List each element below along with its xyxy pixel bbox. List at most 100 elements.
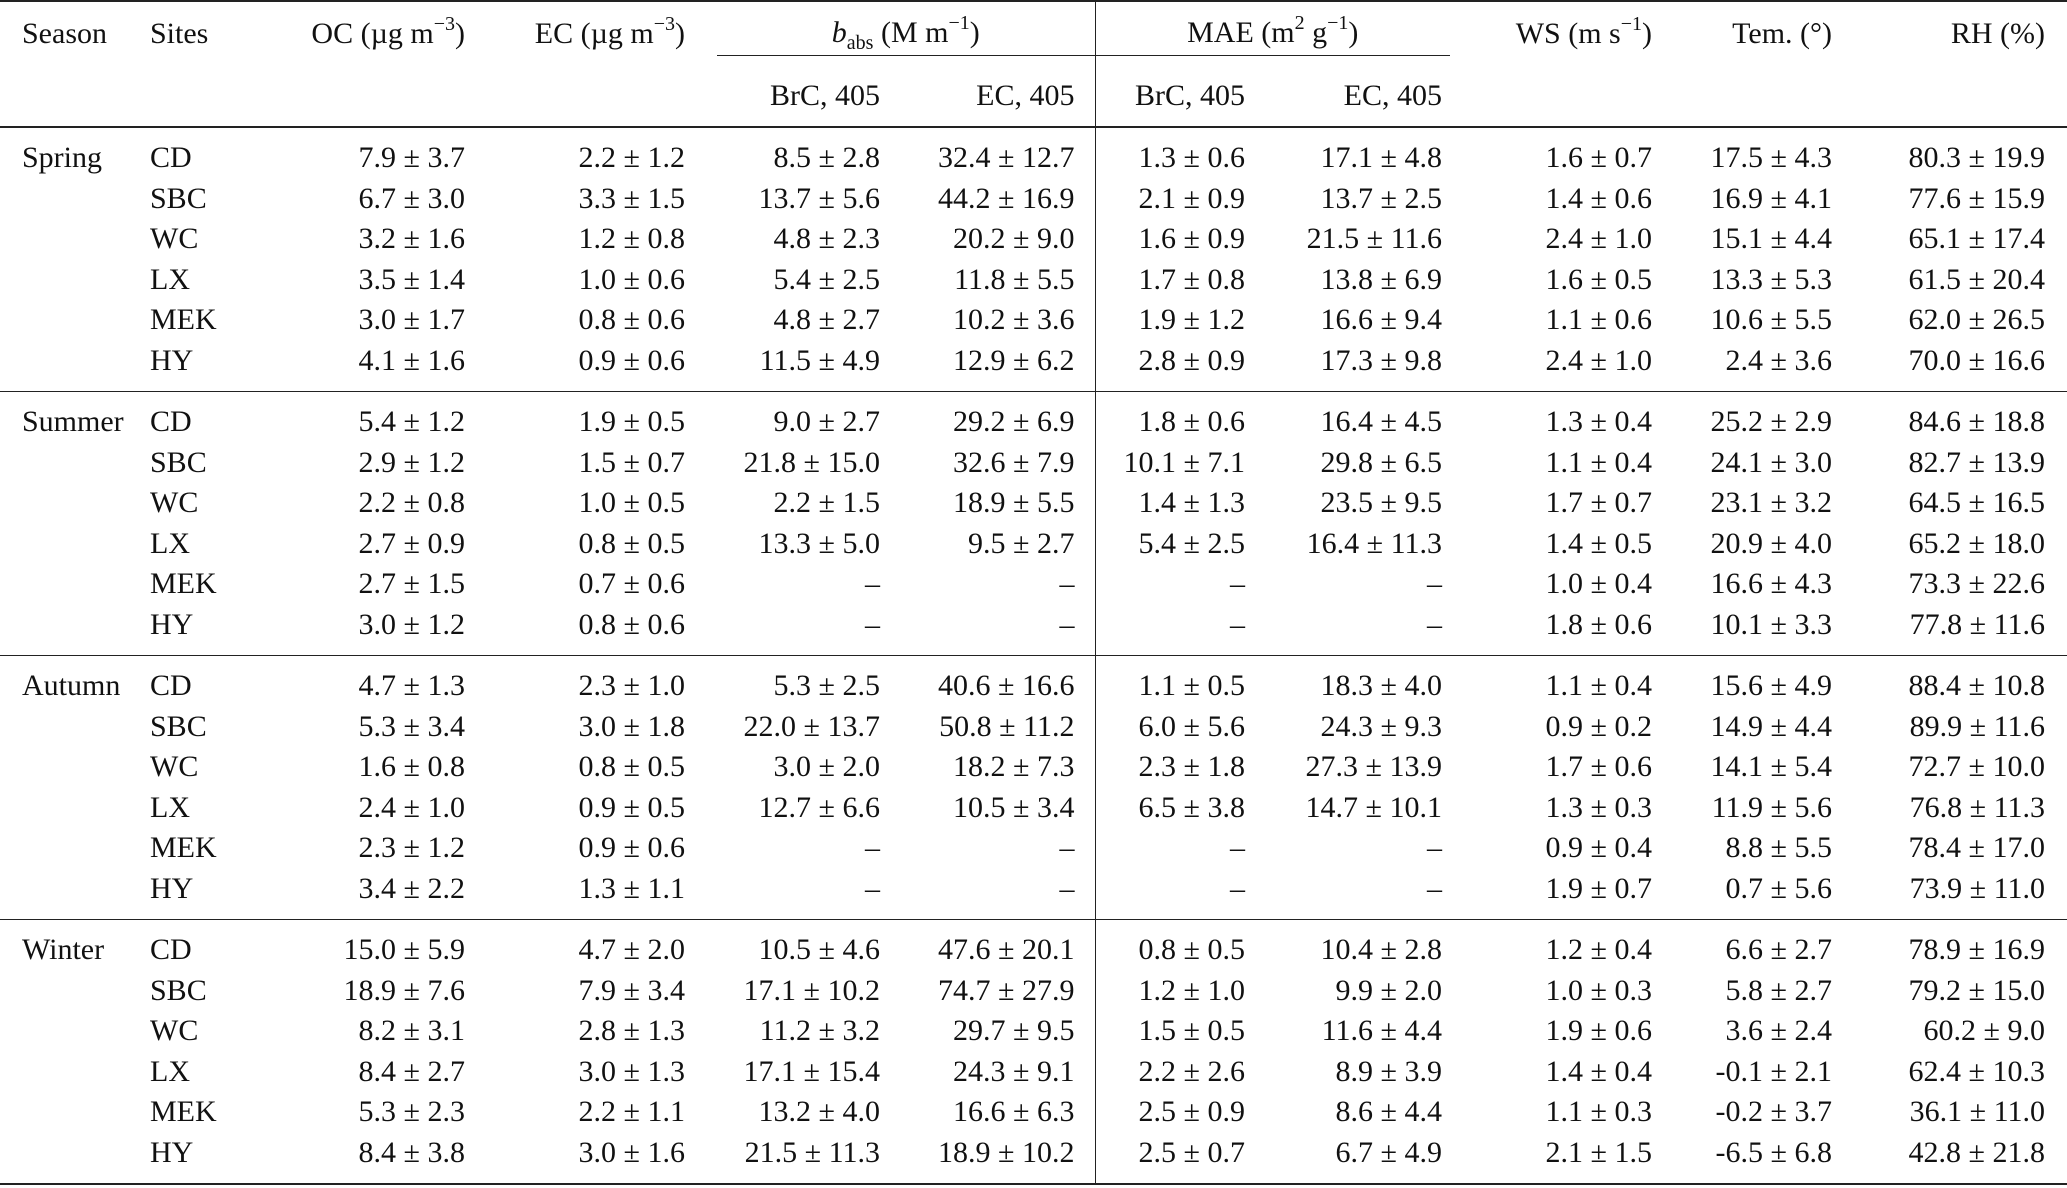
- cell-site: HY: [150, 343, 194, 377]
- table-row: WC 2.2 ± 0.8 1.0 ± 0.5 2.2 ± 1.5 18.9 ± 5.5 1…: [0, 483, 2067, 524]
- cell-mae-brc: 1.5 ± 0.5: [1094, 1011, 1266, 1052]
- cell-ec: 0.9 ± 0.5: [578, 790, 685, 824]
- cell-babs-ec: 16.6 ± 6.3: [953, 1095, 1075, 1129]
- cell-ec: 1.3 ± 1.1: [578, 871, 685, 905]
- cell-site: SBC: [150, 445, 207, 479]
- cell-babs-ec: 29.2 ± 6.9: [953, 405, 1075, 439]
- cell-tem: 10.6 ± 5.5: [1710, 303, 1833, 337]
- cell-mae-brc: 5.4 ± 2.5: [1094, 523, 1266, 564]
- cell-ec: 2.3 ± 1.0: [578, 669, 685, 703]
- cell-ec: 1.0 ± 0.6: [578, 262, 685, 296]
- cell-site: LX: [150, 1054, 190, 1088]
- cell-site: HY: [150, 607, 194, 641]
- cell-tem: 5.8 ± 2.7: [1725, 973, 1833, 1007]
- cell-oc: 8.4 ± 2.7: [358, 1054, 465, 1088]
- cell-mae-ec: 27.3 ± 13.9: [1305, 750, 1443, 784]
- cell-oc: 4.1 ± 1.6: [358, 343, 465, 377]
- cell-babs-brc: 21.5 ± 11.3: [744, 1135, 880, 1169]
- cell-rh: 62.4 ± 10.3: [1908, 1054, 2046, 1088]
- table-row: MEK 3.0 ± 1.7 0.8 ± 0.6 4.8 ± 2.7 10.2 ± 3.6…: [0, 300, 2067, 341]
- cell-tem: -0.2 ± 3.7: [1715, 1095, 1833, 1129]
- cell-mae-ec: –: [1427, 831, 1443, 865]
- cell-tem: 16.9 ± 4.1: [1710, 181, 1833, 215]
- cell-mae-ec: –: [1427, 567, 1443, 601]
- cell-mae-brc: –: [1094, 868, 1266, 920]
- cell-mae-ec: 16.6 ± 9.4: [1320, 303, 1443, 337]
- cell-mae-brc: 1.9 ± 1.2: [1094, 300, 1266, 341]
- cell-season: [0, 707, 150, 748]
- cell-oc: 5.4 ± 1.2: [358, 405, 465, 439]
- cell-ec: 0.8 ± 0.5: [578, 750, 685, 784]
- table-row: LX 8.4 ± 2.7 3.0 ± 1.3 17.1 ± 15.4 24.3 ± 9.…: [0, 1051, 2067, 1093]
- cell-season: [0, 788, 150, 829]
- cell-mae-ec: 13.7 ± 2.5: [1320, 181, 1443, 215]
- cell-ws: 1.6 ± 0.7: [1545, 141, 1653, 175]
- cell-ws: 1.1 ± 0.4: [1545, 669, 1653, 703]
- cell-ec: 1.9 ± 0.5: [578, 405, 685, 439]
- cell-mae-ec: 16.4 ± 11.3: [1306, 526, 1443, 560]
- header-mae-brc: BrC, 405: [1094, 66, 1266, 127]
- table-row: MEK 5.3 ± 2.3 2.2 ± 1.1 13.2 ± 4.0 16.6 ± 6.…: [0, 1092, 2067, 1133]
- cell-tem: 17.5 ± 4.3: [1710, 141, 1833, 175]
- cell-season: Summer: [22, 405, 124, 439]
- cell-season: [0, 1052, 150, 1093]
- header-mae-ec: EC, 405: [1343, 79, 1443, 112]
- cell-babs-ec: 18.9 ± 10.2: [938, 1135, 1075, 1169]
- table-row: LX 3.5 ± 1.4 1.0 ± 0.6 5.4 ± 2.5 11.8 ± 5.5 1…: [0, 259, 2067, 300]
- table-row: SBC 18.9 ± 7.6 7.9 ± 3.4 17.1 ± 10.2 74.7 ± …: [0, 970, 2067, 1011]
- header-row-main: Season Sites OC (µg m−3) EC (µg m−3) bab…: [0, 1, 2067, 66]
- cell-season: [0, 1092, 150, 1133]
- cell-rh: 60.2 ± 9.0: [1923, 1014, 2046, 1048]
- cell-babs-brc: 9.0 ± 2.7: [773, 405, 880, 439]
- cell-babs-ec: 20.2 ± 9.0: [953, 222, 1075, 256]
- table-body: Spring CD 7.9 ± 3.7 2.2 ± 1.2 8.5 ± 2.8 32.4 …: [0, 127, 2067, 1184]
- cell-tem: 23.1 ± 3.2: [1710, 486, 1833, 520]
- cell-mae-brc: 2.1 ± 0.9: [1094, 178, 1266, 219]
- cell-tem: 0.7 ± 5.6: [1725, 871, 1833, 905]
- cell-ws: 2.4 ± 1.0: [1545, 343, 1653, 377]
- cell-ws: 1.1 ± 0.3: [1545, 1095, 1653, 1129]
- cell-babs-ec: 18.9 ± 5.5: [953, 486, 1075, 520]
- cell-ws: 1.4 ± 0.4: [1545, 1054, 1653, 1088]
- cell-babs-brc: 13.2 ± 4.0: [758, 1095, 880, 1129]
- cell-babs-brc: 3.0 ± 2.0: [773, 750, 880, 784]
- cell-site: MEK: [150, 567, 217, 601]
- cell-tem: 16.6 ± 4.3: [1710, 567, 1833, 601]
- cell-season: [0, 605, 150, 656]
- cell-mae-brc: 2.3 ± 1.8: [1094, 747, 1266, 788]
- cell-rh: 61.5 ± 20.4: [1908, 262, 2046, 296]
- cell-site: WC: [150, 1014, 199, 1048]
- cell-tem: -0.1 ± 2.1: [1715, 1054, 1833, 1088]
- cell-ec: 1.0 ± 0.5: [578, 486, 685, 520]
- header-babs: babs (M m−1): [705, 1, 1095, 66]
- cell-mae-brc: 6.0 ± 5.6: [1094, 706, 1266, 747]
- cell-mae-ec: 14.7 ± 10.1: [1305, 790, 1443, 824]
- cell-ws: 1.2 ± 0.4: [1545, 933, 1653, 967]
- cell-ec: 3.0 ± 1.6: [578, 1135, 685, 1169]
- cell-oc: 3.0 ± 1.7: [358, 303, 465, 337]
- cell-rh: 73.3 ± 22.6: [1908, 567, 2046, 601]
- cell-mae-brc: 1.2 ± 1.0: [1094, 970, 1266, 1011]
- cell-mae-ec: 18.3 ± 4.0: [1320, 669, 1443, 703]
- cell-mae-ec: 13.8 ± 6.9: [1320, 262, 1443, 296]
- cell-site: MEK: [150, 1095, 217, 1129]
- table-row: Spring CD 7.9 ± 3.7 2.2 ± 1.2 8.5 ± 2.8 32.4 …: [0, 127, 2067, 179]
- cell-oc: 6.7 ± 3.0: [358, 181, 465, 215]
- cell-oc: 18.9 ± 7.6: [343, 973, 465, 1007]
- cell-mae-brc: 1.1 ± 0.5: [1094, 655, 1266, 707]
- cell-oc: 7.9 ± 3.7: [358, 141, 465, 175]
- cell-ec: 3.3 ± 1.5: [578, 181, 685, 215]
- cell-rh: 65.2 ± 18.0: [1908, 526, 2046, 560]
- table-row: WC 1.6 ± 0.8 0.8 ± 0.5 3.0 ± 2.0 18.2 ± 7.3 2…: [0, 747, 2067, 788]
- cell-mae-brc: 0.8 ± 0.5: [1094, 919, 1266, 971]
- cell-rh: 88.4 ± 10.8: [1908, 669, 2046, 703]
- cell-rh: 65.1 ± 17.4: [1908, 222, 2046, 256]
- cell-ws: 0.9 ± 0.4: [1545, 831, 1653, 865]
- cell-season: Winter: [22, 933, 105, 967]
- table-row: WC 3.2 ± 1.6 1.2 ± 0.8 4.8 ± 2.3 20.2 ± 9.0 1…: [0, 219, 2067, 260]
- cell-babs-ec: 29.7 ± 9.5: [953, 1014, 1075, 1048]
- cell-mae-brc: –: [1094, 564, 1266, 605]
- cell-mae-ec: 17.1 ± 4.8: [1320, 141, 1443, 175]
- cell-tem: 25.2 ± 2.9: [1710, 405, 1833, 439]
